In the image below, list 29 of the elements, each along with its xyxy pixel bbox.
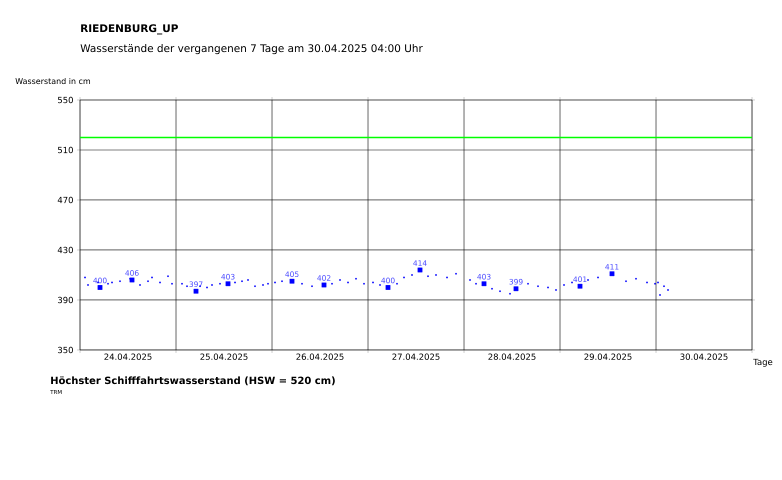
point [130,278,134,282]
point [610,271,614,276]
x-tick-label: 28.04.2025 [488,354,536,360]
y-tick-label: 430 [58,246,73,254]
point [194,288,198,294]
point [290,278,294,284]
point [482,281,486,286]
point [386,285,390,290]
x-tick-label: 30.04.2025 [680,354,728,360]
chart-subtitle: Wasserstände der vergangenen 7 Tage am 30.04.2025 04:00 Uhr [80,44,423,54]
point [322,282,326,288]
chart-title: RIEDENBURG_UP [81,24,178,34]
point [98,285,102,290]
y-tick-label: 390 [58,296,73,304]
point [514,286,518,292]
point [418,268,422,272]
point [226,281,230,286]
x-tick-label: 27.04.2025 [392,354,440,360]
x-tick-label: 25.04.2025 [200,354,248,360]
y-tick-label: 470 [58,196,73,204]
point [578,284,582,289]
x-tick-label: 24.04.2025 [104,354,152,360]
y-tick-label: 350 [58,346,73,354]
x-tick-label: 26.04.2025 [296,354,344,360]
text: Höchster Schifffahrtswasserstand (HSW = 520 cm) [51,376,335,386]
x-axis-title: Tage [753,358,772,367]
y-tick-label: 550 [58,96,73,104]
y-tick-label: 510 [58,146,73,154]
x-tick-label: 29.04.2025 [584,354,632,360]
